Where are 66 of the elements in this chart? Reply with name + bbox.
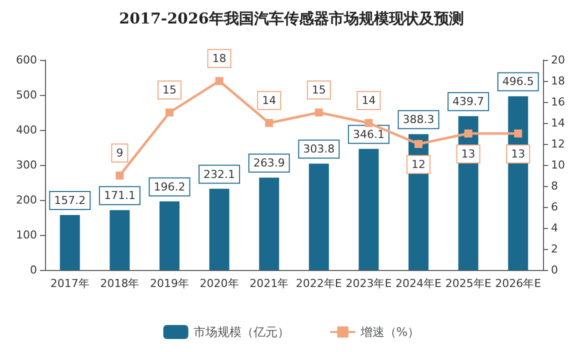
point <box>364 119 373 127</box>
point <box>166 108 174 116</box>
x-tick-label: 2017年 <box>50 277 90 290</box>
bar <box>160 201 180 270</box>
data-label: 12 <box>412 158 426 171</box>
data-label: 13 <box>511 148 526 160</box>
x-tick-label: 2024年E <box>396 277 442 290</box>
point <box>215 77 224 85</box>
data-label: 346.1 <box>352 128 384 141</box>
data-label: 171.1 <box>104 189 136 202</box>
chart-title: 2017-2026年我国汽车传感器市场规模现状及预测 <box>119 10 464 28</box>
y2-tick-label: 10 <box>551 158 565 172</box>
y-tick-label: 500 <box>16 88 37 102</box>
y-tick-label: 100 <box>16 228 37 242</box>
y2-tick-label: 0 <box>551 264 558 276</box>
bar <box>259 178 280 270</box>
data-label: 14 <box>362 94 376 107</box>
y2-tick-label: 8 <box>551 180 558 192</box>
data-label: 496.5 <box>502 75 534 88</box>
legend-label: 增速（%） <box>359 325 420 339</box>
point <box>314 108 323 116</box>
bar <box>308 164 329 270</box>
point <box>464 130 472 138</box>
data-label: 157.2 <box>54 194 86 207</box>
x-tick-label: 2025年E <box>445 277 492 290</box>
bar <box>60 214 80 270</box>
point <box>265 119 274 127</box>
point <box>414 140 422 148</box>
y-tick-label: 0 <box>30 264 37 276</box>
y2-tick-label: 2 <box>551 242 558 256</box>
y2-tick-label: 18 <box>551 74 565 88</box>
y2-tick-label: 14 <box>551 116 565 130</box>
x-tick-label: 2019年 <box>150 277 189 290</box>
y2-tick-label: 12 <box>551 138 565 150</box>
x-tick-label: 2018年 <box>100 277 140 290</box>
data-label: 15 <box>312 84 326 96</box>
y2-tick-label: 4 <box>551 222 558 234</box>
data-label: 15 <box>162 84 176 96</box>
x-tick-label: 2026年E <box>495 277 542 290</box>
bar <box>209 188 230 270</box>
y-tick-label: 200 <box>16 194 37 206</box>
data-label: 18 <box>212 52 226 65</box>
data-label: 13 <box>461 148 476 160</box>
y2-tick-label: 6 <box>551 200 558 214</box>
y2-tick-label: 20 <box>551 54 565 66</box>
data-label: 196.2 <box>154 180 186 194</box>
y2-tick-label: 16 <box>551 96 565 108</box>
x-tick-label: 2020年 <box>200 277 239 290</box>
bar <box>110 210 130 270</box>
y-tick-label: 600 <box>16 54 37 66</box>
point <box>514 130 522 138</box>
data-label: 303.8 <box>303 142 335 156</box>
x-tick-label: 2022年E <box>296 277 342 290</box>
data-label: 388.3 <box>402 113 434 126</box>
bar <box>358 148 379 270</box>
data-label: 9 <box>116 146 124 160</box>
y-tick-label: 400 <box>16 124 37 136</box>
data-label: 232.1 <box>204 168 236 181</box>
y-tick-label: 300 <box>16 158 37 172</box>
point <box>116 172 124 180</box>
data-label: 14 <box>262 94 276 107</box>
data-label: 439.7 <box>452 95 484 108</box>
data-label: 263.9 <box>253 156 285 170</box>
x-tick-label: 2023年E <box>346 277 392 290</box>
legend-label: 市场规模（亿元） <box>193 325 290 339</box>
x-tick-label: 2021年 <box>250 277 289 290</box>
